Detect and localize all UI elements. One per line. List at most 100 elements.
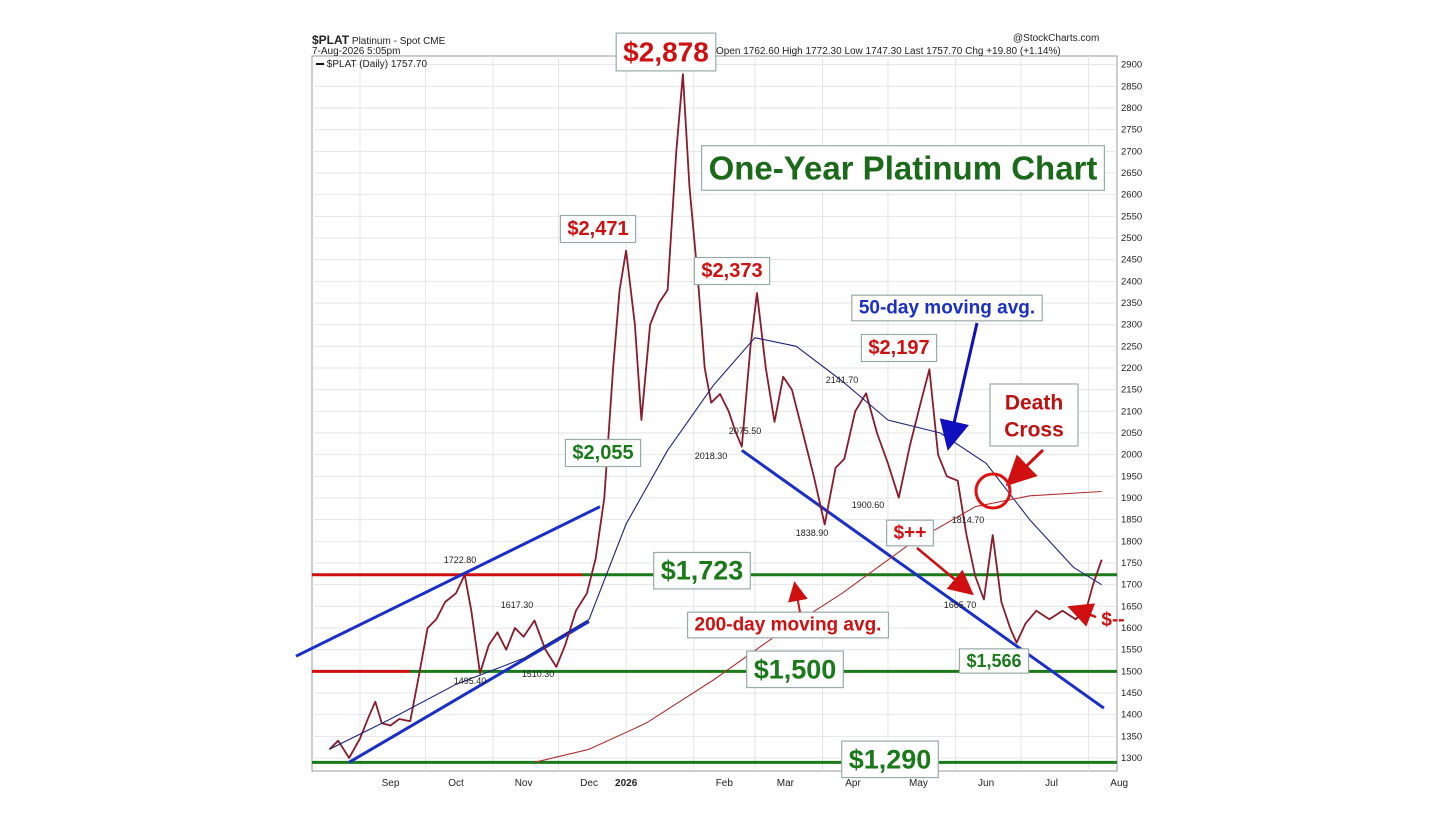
exchange: CME: [423, 36, 446, 47]
price-callout: $2,197: [860, 333, 938, 363]
x-tick-label: Oct: [448, 778, 464, 789]
level-label-box: [746, 650, 844, 689]
x-tick-label: Jun: [978, 778, 994, 789]
y-tick-label: 2650: [1121, 168, 1142, 179]
point-label: 1495.40: [454, 676, 487, 686]
chart-header-symbol: $PLAT Platinum - Spot CME: [312, 33, 445, 47]
y-tick-label: 1900: [1121, 493, 1142, 504]
price-callout: $--: [1101, 610, 1124, 631]
price-callout-box: [693, 256, 771, 286]
y-tick-label: 2500: [1121, 233, 1142, 244]
chart-date: 7-Aug-2026 5:05pm: [312, 46, 401, 57]
price-callout-box: [564, 438, 642, 468]
level-label: $1,290: [841, 740, 939, 779]
x-tick-label: Dec: [580, 778, 598, 789]
point-label: 1722.80: [444, 555, 477, 565]
point-label: 1900.60: [852, 500, 885, 510]
level-label-text: $1,723: [661, 556, 744, 586]
x-tick-label: Jul: [1045, 778, 1058, 789]
level-label-box: [841, 740, 939, 779]
arrow-200day: [788, 581, 808, 613]
y-tick-label: 1400: [1121, 710, 1142, 721]
annotation-death-cross: Death Cross: [989, 383, 1079, 447]
quote-bar: Open 1762.60 High 1772.30 Low 1747.30 La…: [716, 46, 1061, 57]
price-callouts: $2,878 $2,471 $2,373 $2,197 $2,055 $1,566 $++ $…: [559, 32, 1125, 779]
price-callout-text: $2,878: [623, 37, 709, 68]
price-series-line: [328, 73, 1103, 759]
y-tick-label: 1850: [1121, 515, 1142, 526]
annotation-200day: 200-day moving avg.: [686, 611, 890, 639]
y-tick-label: 2000: [1121, 450, 1142, 461]
point-label: 1814.70: [952, 515, 985, 525]
x-tick-label: Sep: [382, 778, 400, 789]
price-callout-text: $2,373: [701, 260, 762, 282]
y-tick-label: 1950: [1121, 471, 1142, 482]
price-callout: $2,055: [564, 438, 642, 468]
price-callout: $2,373: [693, 256, 771, 286]
x-tick-label: Mar: [777, 778, 795, 789]
price-callout-box: [886, 519, 934, 547]
trendline: [348, 620, 590, 764]
y-tick-label: 2900: [1121, 60, 1142, 71]
point-label: 2018.30: [695, 451, 728, 461]
point-label: 2141.70: [826, 375, 859, 385]
point-label: 1665.70: [944, 600, 977, 610]
price-callout: $++: [886, 519, 934, 547]
price-callout-text: $++: [894, 523, 927, 544]
annotation-200day-text: 200-day moving avg.: [695, 615, 882, 636]
price-callout-text: $2,471: [567, 218, 628, 240]
y-tick-label: 1450: [1121, 688, 1142, 699]
arrow-50day: [939, 322, 979, 451]
chart-title: One-Year Platinum Chart: [701, 145, 1105, 191]
price-callout: $1,566: [958, 648, 1030, 674]
x-axis: Sep Oct Nov Dec 2026 Feb Mar Apr May Jun Jul Aug: [382, 778, 1128, 789]
y-tick-label: 1800: [1121, 536, 1142, 547]
x-tick-label: Nov: [515, 778, 533, 789]
price-callout-text: $2,197: [868, 337, 929, 359]
y-tick-label: 2600: [1121, 190, 1142, 201]
price-callout-text: $2,055: [572, 442, 633, 464]
price-callout-text: $1,566: [966, 651, 1021, 671]
x-tick-label: Aug: [1110, 778, 1128, 789]
point-label: 1510.30: [522, 669, 555, 679]
y-tick-label: 1550: [1121, 645, 1142, 656]
instrument-name: Platinum - Spot: [351, 36, 421, 47]
price-callout-box: [958, 648, 1030, 674]
y-tick-label: 2100: [1121, 406, 1142, 417]
arrow-minus: [1067, 603, 1097, 627]
y-tick-label: 1750: [1121, 558, 1142, 569]
chart-title-box: [701, 145, 1105, 191]
y-tick-label: 2050: [1121, 428, 1142, 439]
ma50-series-line: [329, 337, 1102, 750]
trendline: [295, 505, 601, 658]
trendline: [740, 449, 1105, 710]
y-tick-label: 2850: [1121, 81, 1142, 92]
source-credit: @StockCharts.com: [1013, 33, 1100, 44]
chart-title-text: One-Year Platinum Chart: [709, 150, 1098, 187]
price-callout-text: $--: [1101, 610, 1124, 631]
annotation-200day-box: [686, 611, 890, 639]
annotation-50day-box: [851, 294, 1043, 322]
y-axis: 1300 1350 1400 1450 1500 1550 1600 1650 1700 1750…: [1121, 60, 1142, 764]
level-label-text: $1,500: [754, 654, 837, 684]
point-labels: 1722.80 1495.40 1617.30 1510.30 2018.30 2075.…: [444, 375, 985, 686]
death-cross-word: Cross: [1004, 419, 1064, 442]
y-tick-label: 2450: [1121, 255, 1142, 266]
level-label-box: [653, 551, 751, 590]
y-tick-label: 2700: [1121, 146, 1142, 157]
y-tick-label: 2150: [1121, 385, 1142, 396]
arrow-plus: [916, 547, 974, 596]
arrow-death-cross: [1005, 448, 1045, 487]
y-tick-label: 1700: [1121, 580, 1142, 591]
death-cross-box: [989, 383, 1079, 447]
y-tick-label: 2350: [1121, 298, 1142, 309]
y-tick-label: 2200: [1121, 363, 1142, 374]
point-label: 1617.30: [501, 600, 534, 610]
y-tick-label: 2550: [1121, 211, 1142, 222]
level-label: $1,500: [746, 650, 844, 689]
price-callout: $2,471: [559, 214, 637, 244]
y-tick-label: 2250: [1121, 341, 1142, 352]
level-label-text: $1,290: [849, 744, 932, 774]
point-label: 1838.90: [796, 528, 829, 538]
